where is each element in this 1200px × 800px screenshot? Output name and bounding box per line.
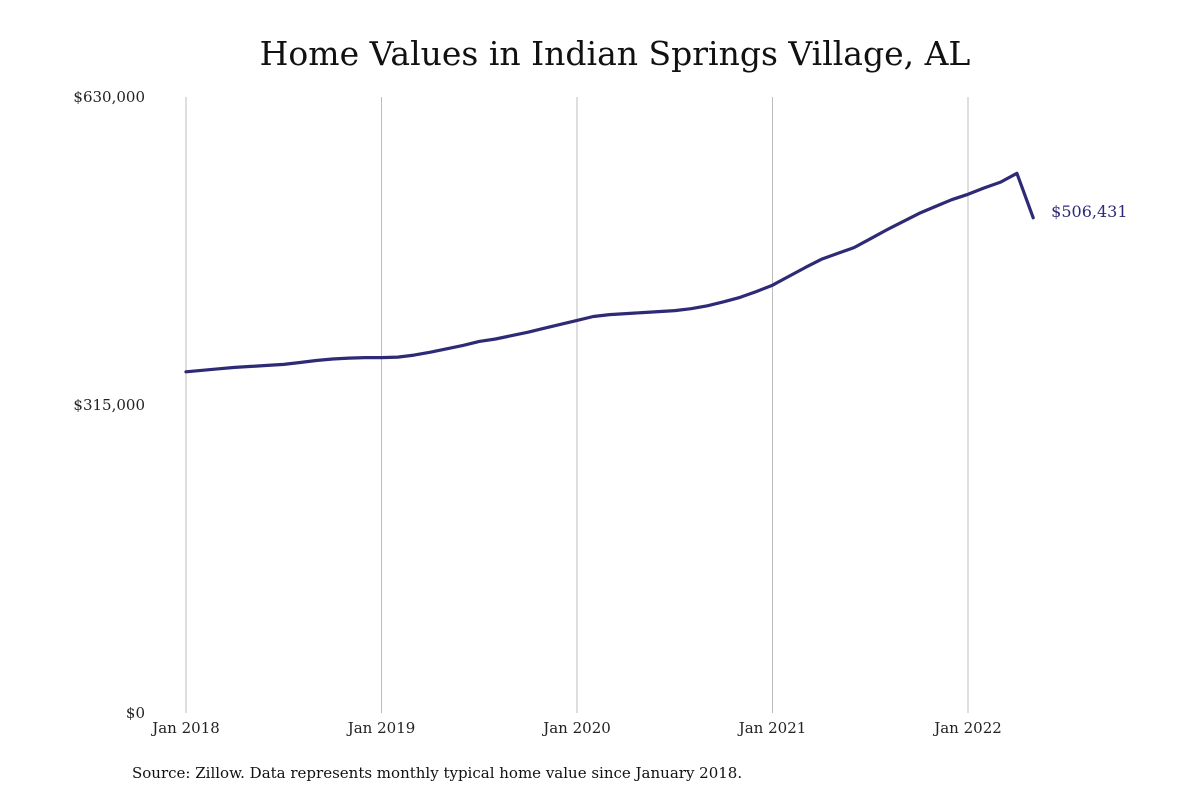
x-tick-label: Jan 2021	[737, 719, 807, 737]
y-tick-label: $0	[126, 704, 145, 722]
y-tick-label: $315,000	[73, 396, 145, 414]
source-note: Source: Zillow. Data represents monthly …	[132, 764, 743, 782]
x-tick-label: Jan 2019	[346, 719, 416, 737]
home-value-line	[184, 171, 1035, 374]
x-tick-label: Jan 2018	[150, 719, 220, 737]
y-axis-ticks: $0 $315,000 $630,000	[73, 88, 145, 722]
x-tick-label: Jan 2020	[541, 719, 611, 737]
chart-title: Home Values in Indian Springs Village, A…	[259, 34, 971, 73]
series-layer: $506,431	[184, 171, 1128, 374]
end-value-label: $506,431	[1051, 202, 1127, 221]
grid-lines	[185, 97, 969, 713]
x-axis-ticks: Jan 2018 Jan 2019 Jan 2020 Jan 2021 Jan 2022	[150, 719, 1002, 737]
y-tick-label: $630,000	[73, 88, 145, 106]
x-tick-label: Jan 2022	[932, 719, 1002, 737]
